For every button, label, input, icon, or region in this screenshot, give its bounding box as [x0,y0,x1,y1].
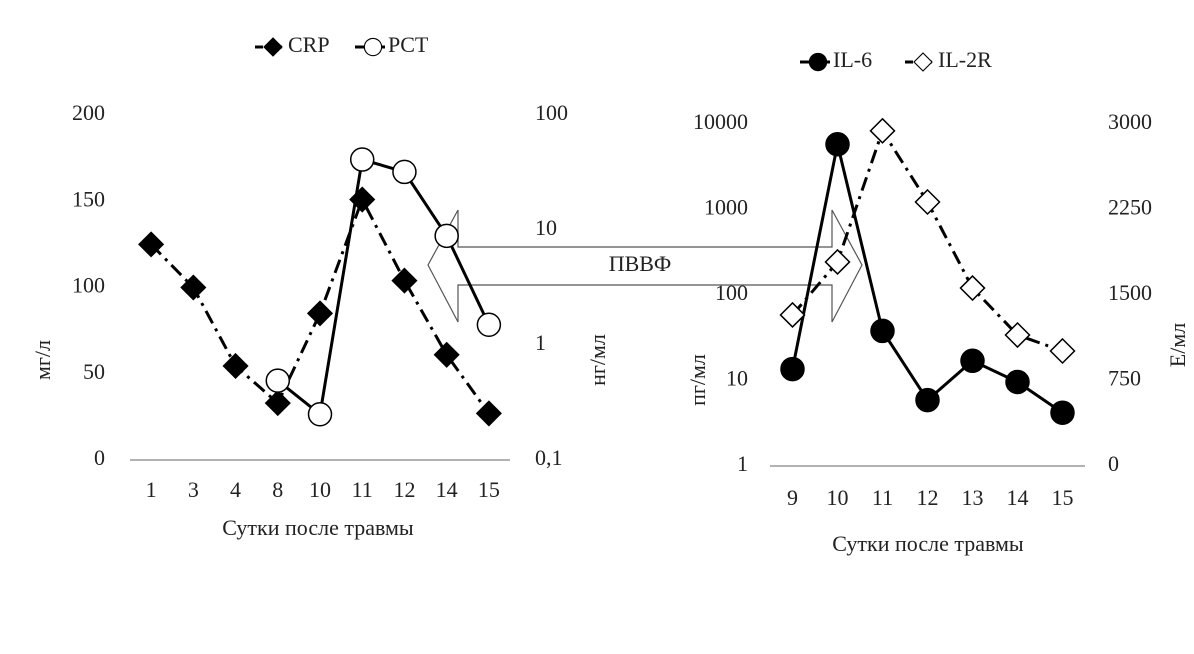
y2-tick-label: 750 [1108,366,1141,391]
annotation: ПВВФ [609,251,672,276]
y2-tick-label: 100 [535,100,568,125]
marker [869,117,896,144]
marker [1049,337,1076,365]
marker [1050,400,1075,425]
x-tick-label: 12 [917,485,939,510]
marker [349,147,375,172]
marker [180,274,207,301]
marker [475,400,502,427]
y-tick-label: 10000 [693,109,748,134]
legend-marker [808,52,828,72]
marker [433,341,460,368]
series-line [150,195,491,415]
marker [264,390,291,417]
marker [392,159,417,185]
marker [824,248,851,276]
marker [307,401,333,427]
marker [1005,369,1030,395]
y-axis-label: пг/мл [685,354,710,406]
x-tick-label: 1 [146,477,157,502]
marker [476,312,502,337]
y-tick-label: 10 [726,366,748,391]
marker [434,223,459,249]
y-tick-label: 50 [83,359,105,384]
marker [780,356,805,382]
y-tick-label: 1000 [704,195,748,220]
marker [870,318,895,344]
marker [1004,321,1031,349]
marker [960,348,985,374]
legend-label: IL-6 [833,47,872,72]
x-axis-label: Сутки после травмы [222,515,414,540]
y2-tick-label: 0 [1108,451,1119,476]
marker [306,300,334,327]
legend-label: IL-2R [938,47,992,72]
marker [959,274,986,302]
marker [138,231,165,258]
marker [265,368,291,393]
x-tick-label: 10 [309,477,331,502]
x-tick-label: 13 [962,485,984,510]
x-axis-label: Сутки после травмы [832,531,1024,556]
x-tick-label: 3 [188,477,199,502]
y2-axis-label: Е/мл [1165,323,1190,367]
y2-tick-label: 0,1 [535,445,563,470]
marker [915,387,940,413]
y2-tick-label: 2250 [1108,195,1152,220]
marker [222,352,249,380]
y-tick-label: 200 [72,100,105,125]
legend-marker [363,37,383,57]
x-tick-label: 14 [436,477,458,502]
legend-marker [263,37,283,57]
marker [391,267,418,294]
marker [914,188,941,216]
x-tick-label: 8 [272,477,283,502]
legend-marker [913,52,933,72]
marker [779,301,806,329]
y2-axis-label: нг/мл [585,334,610,386]
legend-label: CRP [288,32,330,57]
x-tick-label: 10 [827,485,849,510]
x-tick-label: 4 [230,477,241,502]
x-tick-label: 12 [393,477,415,502]
y-tick-label: 100 [715,280,748,305]
marker [349,186,376,213]
y2-tick-label: 3000 [1108,109,1152,134]
x-tick-label: 14 [1007,485,1029,510]
marker [825,131,850,157]
x-tick-label: 9 [787,485,798,510]
legend-label: PCT [388,32,429,57]
y2-tick-label: 10 [535,215,557,240]
y-tick-label: 150 [72,186,105,211]
y-tick-label: 100 [72,273,105,298]
y2-tick-label: 1500 [1108,280,1152,305]
y-tick-label: 0 [94,445,105,470]
y2-tick-label: 1 [535,330,546,355]
y-tick-label: 1 [737,451,748,476]
y-axis-label: мг/л [30,340,55,380]
x-tick-label: 15 [1052,485,1074,510]
x-tick-label: 11 [872,485,893,510]
x-tick-label: 15 [478,477,500,502]
x-tick-label: 11 [352,477,373,502]
